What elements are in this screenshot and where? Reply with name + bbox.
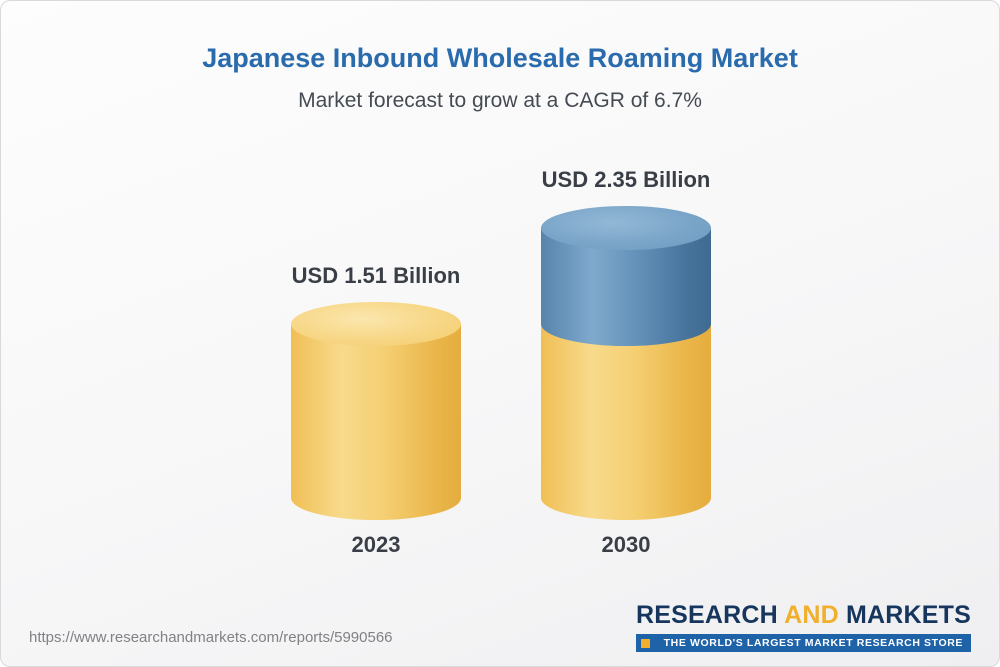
logo-word-research: RESEARCH xyxy=(635,601,778,629)
logo-word-and: AND xyxy=(784,601,839,629)
cylinder-cap-base xyxy=(291,302,461,347)
logo-word-markets: MARKETS xyxy=(845,601,971,629)
bar-value-label-2023: USD 1.51 Billion xyxy=(291,263,461,289)
logo-tagline-bar: THE WORLD'S LARGEST MARKET RESEARCH STOR… xyxy=(635,634,971,652)
logo-square-icon xyxy=(640,638,650,648)
bar-2023: USD 1.51 Billion 2023 xyxy=(291,1,461,666)
cylinder-segment-base xyxy=(291,324,461,520)
bar-2030: USD 2.35 Billion 2030 xyxy=(541,1,711,666)
logo-tagline-text: THE WORLD'S LARGEST MARKET RESEARCH STOR… xyxy=(663,637,963,649)
chart-subtitle: Market forecast to grow at a CAGR of 6.7… xyxy=(298,89,702,112)
bar-value-label-2030: USD 2.35 Billion xyxy=(541,166,711,192)
x-axis-label-2023: 2023 xyxy=(351,532,401,557)
cylinder-segment-base xyxy=(541,324,711,520)
cylinder-2023 xyxy=(291,1,461,666)
logo-wordmark: RESEARCH AND MARKETS xyxy=(636,601,971,630)
source-url[interactable]: https://www.researchandmarkets.com/repor… xyxy=(29,629,393,646)
researchandmarkets-logo: RESEARCH AND MARKETS THE WORLD'S LARGEST… xyxy=(635,601,971,652)
cylinder-2030 xyxy=(541,1,711,666)
chart-title: Japanese Inbound Wholesale Roaming Marke… xyxy=(202,43,798,73)
cylinder-cap-growth xyxy=(541,205,711,250)
x-axis-label-2030: 2030 xyxy=(601,532,651,557)
